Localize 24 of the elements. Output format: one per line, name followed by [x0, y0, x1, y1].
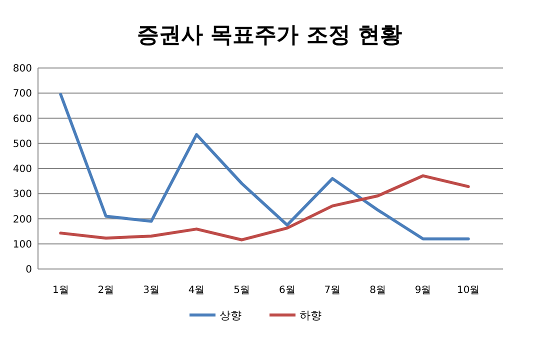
y-tick-label: 500	[12, 138, 32, 150]
x-tick-label: 10월	[456, 285, 480, 296]
chart-title: 증권사 목표주가 조정 현황	[137, 23, 402, 48]
y-tick-label: 600	[12, 114, 32, 125]
x-tick-label: 2월	[98, 285, 114, 296]
y-tick-label: 700	[12, 88, 32, 100]
x-tick-label: 5월	[234, 285, 250, 296]
x-tick-label: 6월	[278, 285, 296, 296]
x-tick-label: 1월	[52, 285, 69, 296]
x-tick-label: 4월	[188, 285, 205, 296]
x-tick-label: 3월	[143, 285, 160, 296]
y-tick-label: 100	[12, 239, 32, 250]
y-tick-label: 400	[12, 164, 32, 175]
y-tick-label: 0	[26, 264, 32, 276]
legend-label: 상향	[220, 308, 242, 322]
x-tick-label: 7월	[324, 285, 341, 296]
legend-label: 하향	[300, 308, 322, 322]
x-tick-label: 8월	[370, 285, 386, 296]
y-tick-label: 300	[12, 189, 32, 200]
y-tick-label: 800	[12, 64, 32, 74]
line-series	[59, 174, 470, 242]
y-tick-label: 200	[12, 214, 32, 226]
line-series	[59, 92, 470, 240]
x-tick-label: 9월	[414, 285, 432, 296]
